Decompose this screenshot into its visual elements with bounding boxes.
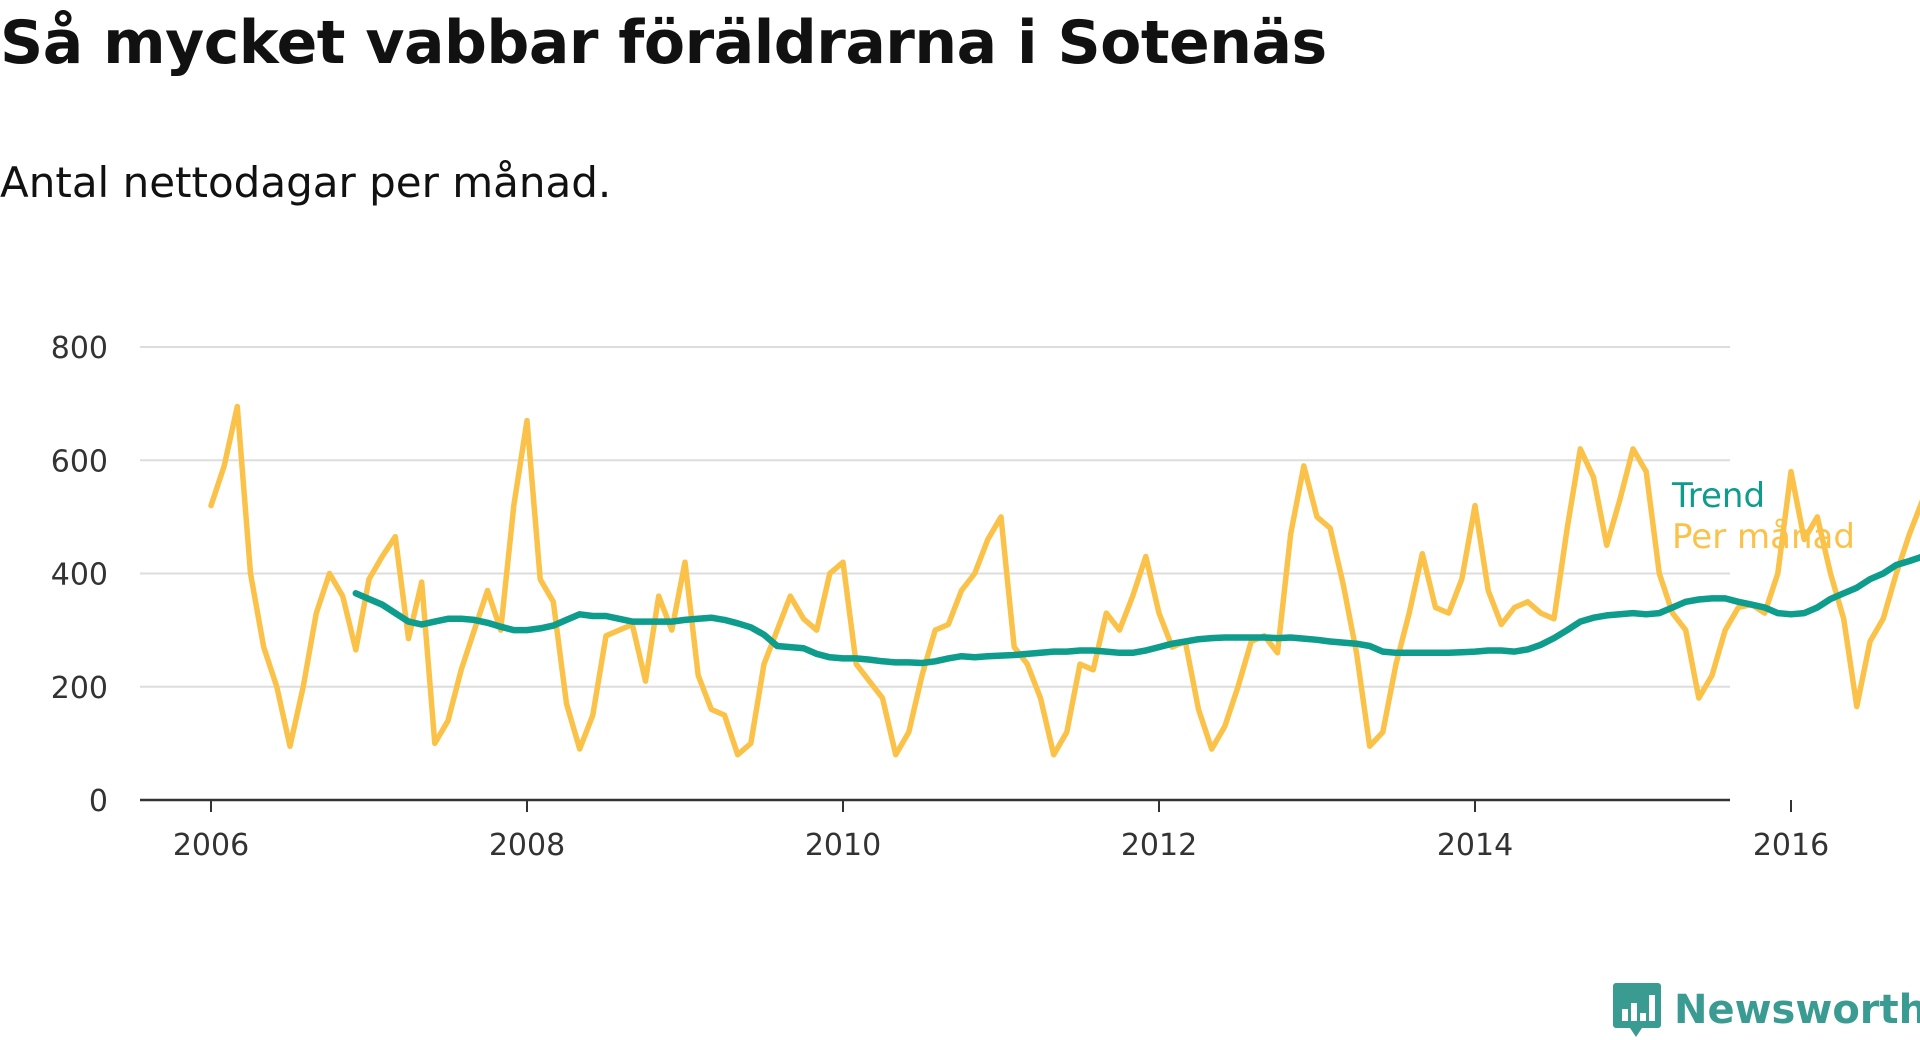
x-tick-label: 2012 — [1121, 828, 1197, 860]
x-tick-label: 2016 — [1753, 828, 1829, 860]
y-tick-label: 800 — [51, 331, 108, 366]
x-tick-label: 2006 — [173, 828, 249, 860]
trend-line — [352, 553, 1920, 667]
legend-label-monthly: Per månad — [1672, 517, 1855, 557]
newsworthy-logo: Newsworthy — [1612, 980, 1920, 1040]
x-tick-label: 2010 — [805, 828, 881, 860]
chart-subtitle: Antal nettodagar per månad. — [0, 158, 612, 207]
bar-chart-speech-bubble-icon — [1613, 983, 1661, 1037]
x-tick-label: 2008 — [489, 828, 565, 860]
monthly-line — [208, 403, 1920, 758]
x-tick-label: 2014 — [1437, 828, 1513, 860]
series-lines — [208, 403, 1920, 758]
y-tick-label: 200 — [51, 671, 108, 706]
line-chart: 2006200820102012201420162018202020222024… — [51, 331, 1920, 860]
chart-title: Så mycket vabbar föräldrarna i Sotenäs — [0, 8, 1327, 78]
y-tick-label: 400 — [51, 558, 108, 593]
brand-name: Newsworthy — [1674, 987, 1920, 1033]
x-axis: 2006200820102012201420162018202020222024 — [140, 798, 1829, 860]
legend-label-trend: Trend — [1671, 476, 1765, 516]
y-axis: 0 200 400 600 800 — [51, 331, 108, 819]
y-tick-label: 0 — [89, 784, 108, 819]
y-tick-label: 600 — [51, 444, 108, 479]
